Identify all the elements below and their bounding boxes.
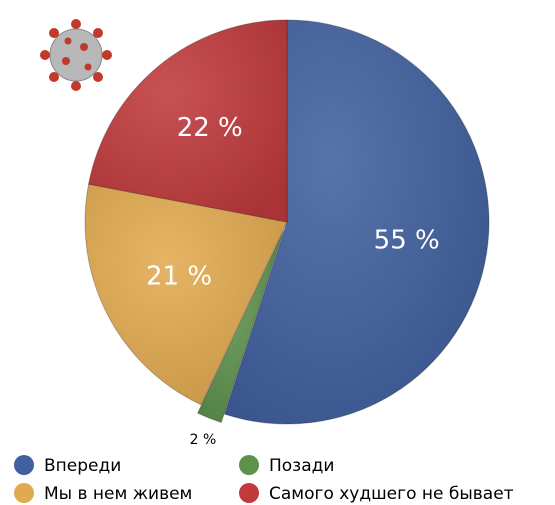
data-label: 21 % (146, 262, 212, 292)
virus-icon (40, 19, 112, 91)
data-label: 2 % (190, 432, 217, 448)
legend-marker (239, 483, 259, 503)
legend-label: Мы в нем живем (44, 484, 192, 504)
legend-label: Впереди (44, 456, 121, 476)
data-label: 22 % (177, 113, 243, 143)
legend: Впереди Позади Мы в нем живем Самого худшег… (14, 455, 514, 504)
legend-marker (239, 455, 259, 475)
legend-label: Самого худшего не бывает (269, 484, 514, 504)
legend-marker (14, 483, 34, 503)
data-label: 55 % (374, 225, 440, 255)
chart: 55 % 2 % 21 % 22 % Впереди Позади Мы в нем жи… (0, 0, 555, 505)
pie: 55 % 2 % 21 % 22 % (85, 20, 489, 448)
legend-label: Позади (269, 456, 334, 476)
legend-marker (14, 455, 34, 475)
